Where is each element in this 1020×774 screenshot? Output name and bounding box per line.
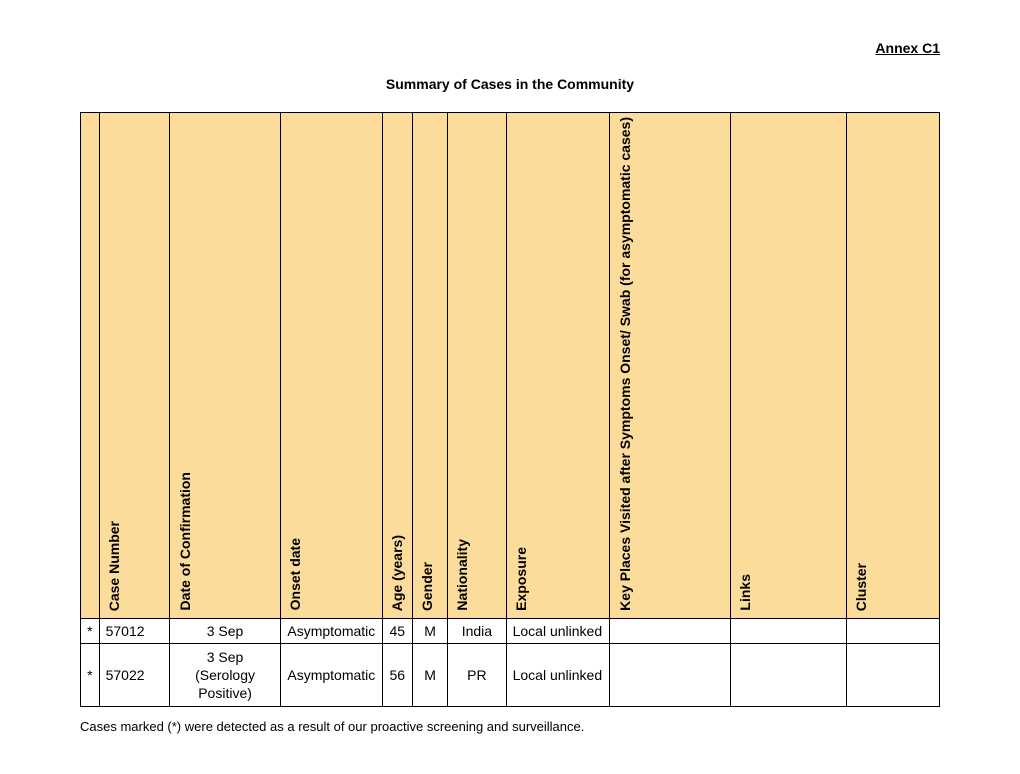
cell-date: 3 Sep [170, 618, 281, 643]
col-key-places: Key Places Visited after Symptoms Onset/… [610, 113, 731, 619]
col-age: Age (years) [382, 113, 412, 619]
page-title: Summary of Cases in the Community [80, 76, 940, 92]
cell-links [731, 643, 847, 707]
col-gender: Gender [412, 113, 447, 619]
cell-gender: M [412, 618, 447, 643]
col-case-number: Case Number [99, 113, 170, 619]
cell-age: 45 [382, 618, 412, 643]
footnote: Cases marked (*) were detected as a resu… [80, 719, 940, 734]
cell-nationality: PR [448, 643, 506, 707]
cell-onset: Asymptomatic [280, 618, 382, 643]
cell-links [731, 618, 847, 643]
col-star [81, 113, 100, 619]
cell-case-number: 57022 [99, 643, 170, 707]
annex-label: Annex C1 [80, 40, 940, 56]
cell-date: 3 Sep(Serology Positive) [170, 643, 281, 707]
cell-case-number: 57012 [99, 618, 170, 643]
table-header-row: Case Number Date of Confirmation Onset d… [81, 113, 940, 619]
col-exposure: Exposure [506, 113, 610, 619]
cell-cluster [847, 618, 940, 643]
col-nationality: Nationality [448, 113, 506, 619]
cell-key-places [610, 618, 731, 643]
col-date-confirmation: Date of Confirmation [170, 113, 281, 619]
col-cluster: Cluster [847, 113, 940, 619]
col-onset-date: Onset date [280, 113, 382, 619]
table-row: * 57022 3 Sep(Serology Positive) Asympto… [81, 643, 940, 707]
cell-nationality: India [448, 618, 506, 643]
cell-gender: M [412, 643, 447, 707]
cell-star: * [81, 618, 100, 643]
cases-table: Case Number Date of Confirmation Onset d… [80, 112, 940, 707]
cell-age: 56 [382, 643, 412, 707]
cell-star: * [81, 643, 100, 707]
table-body: * 57012 3 Sep Asymptomatic 45 M India Lo… [81, 618, 940, 707]
col-links: Links [731, 113, 847, 619]
cell-cluster [847, 643, 940, 707]
cell-exposure: Local unlinked [506, 643, 610, 707]
cell-onset: Asymptomatic [280, 643, 382, 707]
table-row: * 57012 3 Sep Asymptomatic 45 M India Lo… [81, 618, 940, 643]
cell-exposure: Local unlinked [506, 618, 610, 643]
cell-key-places [610, 643, 731, 707]
